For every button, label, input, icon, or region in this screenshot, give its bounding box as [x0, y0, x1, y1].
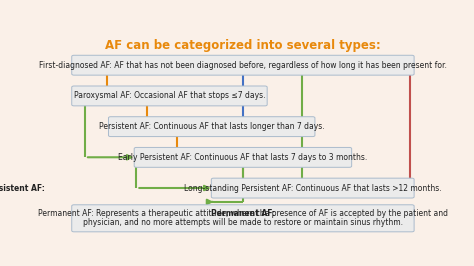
Text: Early Persistent AF: Continuous AF that lasts 7 days to 3 months.: Early Persistent AF: Continuous AF that …: [118, 153, 367, 162]
Text: AF can be categorized into several types:: AF can be categorized into several types…: [105, 39, 381, 52]
FancyBboxPatch shape: [109, 117, 315, 136]
FancyBboxPatch shape: [211, 178, 414, 198]
Text: Permanent AF: Represents a therapeutic attitude, where the presence of AF is acc: Permanent AF: Represents a therapeutic a…: [38, 209, 448, 218]
FancyBboxPatch shape: [72, 205, 414, 232]
Text: Long-standing Persistent AF: Continuous AF that lasts >12 months.: Long-standing Persistent AF: Continuous …: [184, 184, 442, 193]
FancyBboxPatch shape: [72, 55, 414, 75]
FancyBboxPatch shape: [134, 147, 352, 167]
Text: Permanent AF:: Permanent AF:: [211, 209, 275, 218]
FancyBboxPatch shape: [72, 86, 267, 106]
Text: Long-standing Persistent AF:: Long-standing Persistent AF:: [0, 184, 45, 193]
Text: physician, and no more attempts will be made to restore or maintain sinus rhythm: physician, and no more attempts will be …: [83, 218, 403, 227]
Text: Persistent AF: Continuous AF that lasts longer than 7 days.: Persistent AF: Continuous AF that lasts …: [99, 122, 325, 131]
Text: First-diagnosed AF: AF that has not been diagnosed before, regardless of how lon: First-diagnosed AF: AF that has not been…: [39, 61, 447, 70]
Text: Paroxysmal AF: Occasional AF that stops ≤7 days.: Paroxysmal AF: Occasional AF that stops …: [73, 92, 265, 101]
